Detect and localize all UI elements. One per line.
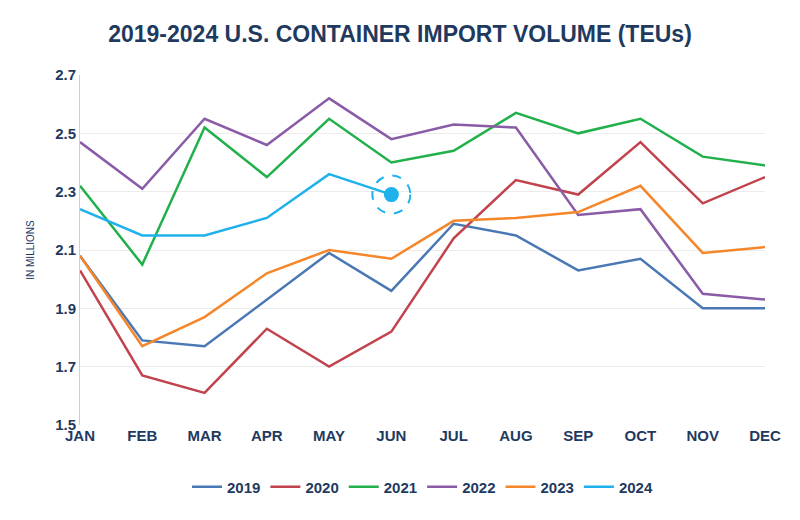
svg-text:2.5: 2.5 bbox=[55, 125, 76, 142]
svg-text:JAN: JAN bbox=[65, 427, 95, 444]
svg-text:2.1: 2.1 bbox=[55, 241, 76, 258]
svg-text:2022: 2022 bbox=[462, 479, 495, 496]
svg-text:MAR: MAR bbox=[187, 427, 221, 444]
svg-text:JUL: JUL bbox=[439, 427, 467, 444]
svg-text:OCT: OCT bbox=[625, 427, 657, 444]
svg-text:AUG: AUG bbox=[499, 427, 532, 444]
svg-text:1.5: 1.5 bbox=[55, 416, 76, 433]
svg-text:FEB: FEB bbox=[127, 427, 157, 444]
svg-text:IN MILLIONS: IN MILLIONS bbox=[25, 220, 36, 280]
svg-text:1.9: 1.9 bbox=[55, 300, 76, 317]
svg-text:2019-2024 U.S. CONTAINER IMPOR: 2019-2024 U.S. CONTAINER IMPORT VOLUME (… bbox=[108, 21, 692, 47]
svg-text:JUN: JUN bbox=[376, 427, 406, 444]
svg-text:NOV: NOV bbox=[686, 427, 719, 444]
svg-text:APR: APR bbox=[251, 427, 283, 444]
svg-text:2020: 2020 bbox=[305, 479, 338, 496]
svg-text:MAY: MAY bbox=[313, 427, 345, 444]
svg-text:2.7: 2.7 bbox=[55, 66, 76, 83]
svg-text:DEC: DEC bbox=[749, 427, 781, 444]
svg-text:1.7: 1.7 bbox=[55, 358, 76, 375]
svg-text:2024: 2024 bbox=[619, 479, 653, 496]
svg-text:2019: 2019 bbox=[227, 479, 260, 496]
svg-text:2.3: 2.3 bbox=[55, 183, 76, 200]
svg-text:2021: 2021 bbox=[384, 479, 417, 496]
svg-text:2023: 2023 bbox=[541, 479, 574, 496]
svg-text:SEP: SEP bbox=[563, 427, 593, 444]
